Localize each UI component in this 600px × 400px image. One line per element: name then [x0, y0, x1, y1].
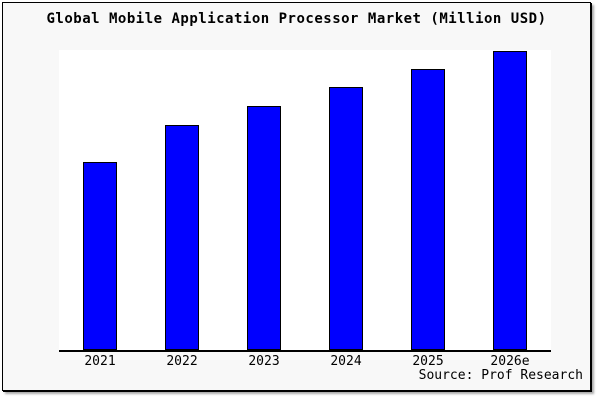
bar-slot	[59, 50, 141, 350]
bar-2021	[83, 162, 117, 350]
source-note: Source: Prof Research	[418, 368, 583, 383]
x-tick-label-2022: 2022	[166, 354, 198, 369]
x-tick-label-2023: 2023	[248, 354, 280, 369]
bar-2025	[411, 69, 445, 350]
chart-title: Global Mobile Application Processor Mark…	[46, 11, 547, 27]
bar-2026e	[493, 51, 527, 350]
chart-frame: Global Mobile Application Processor Mark…	[2, 2, 591, 391]
x-tick-label-2026e: 2026e	[490, 354, 530, 369]
bars	[59, 50, 551, 350]
x-tick-label-2021: 2021	[84, 354, 116, 369]
bar-2023	[247, 106, 281, 350]
plot-area	[59, 50, 551, 352]
bar-2024	[329, 87, 363, 350]
x-axis-line	[59, 350, 551, 352]
x-tick-label-2025: 2025	[412, 354, 444, 369]
bar-slot	[305, 50, 387, 350]
bar-slot	[387, 50, 469, 350]
x-tick-label-2024: 2024	[330, 354, 362, 369]
bar-slot	[141, 50, 223, 350]
x-labels: 2021 2022 2023 2024 2025 2026e	[59, 354, 551, 369]
bar-slot	[223, 50, 305, 350]
bar-2022	[165, 125, 199, 350]
bar-slot	[469, 50, 551, 350]
